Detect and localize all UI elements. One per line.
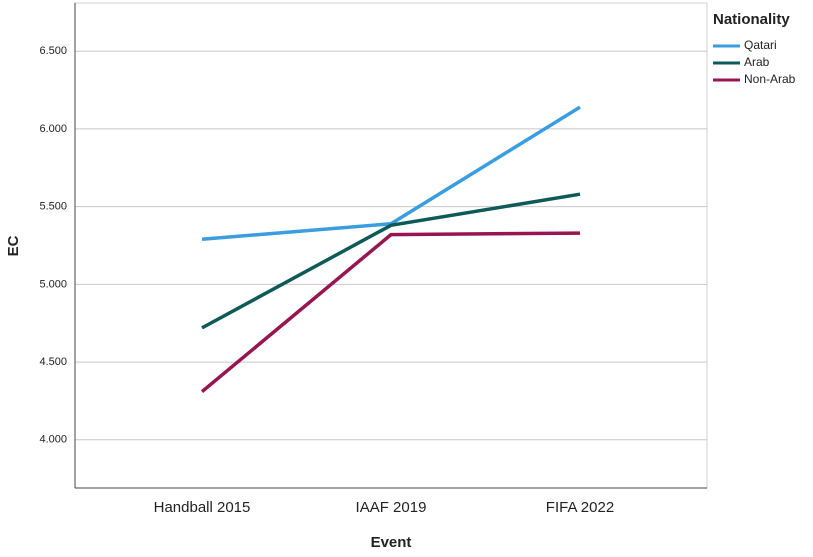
series-line [200, 231, 581, 393]
x-tick-label: Handball 2015 [154, 499, 251, 516]
legend-label: Non-Arab [744, 72, 796, 86]
series-line [201, 105, 581, 242]
y-tick-label: 4.000 [39, 434, 67, 446]
y-tick-label: 4.500 [39, 356, 67, 368]
series-line [201, 192, 581, 330]
x-axis-title: Event [371, 534, 412, 551]
x-tick-label: FIFA 2022 [546, 499, 614, 516]
legend-label: Arab [744, 55, 770, 69]
y-tick-label: 5.000 [39, 278, 67, 290]
y-tick-label: 6.000 [39, 123, 67, 135]
legend-title: Nationality [713, 11, 790, 28]
x-tick-label: IAAF 2019 [356, 499, 427, 516]
y-tick-label: 6.500 [39, 45, 67, 57]
legend-label: Qatari [744, 38, 777, 52]
plot-frame [74, 2, 708, 489]
y-axis-title: EC [5, 235, 22, 256]
y-tick-label: 5.500 [39, 201, 67, 213]
